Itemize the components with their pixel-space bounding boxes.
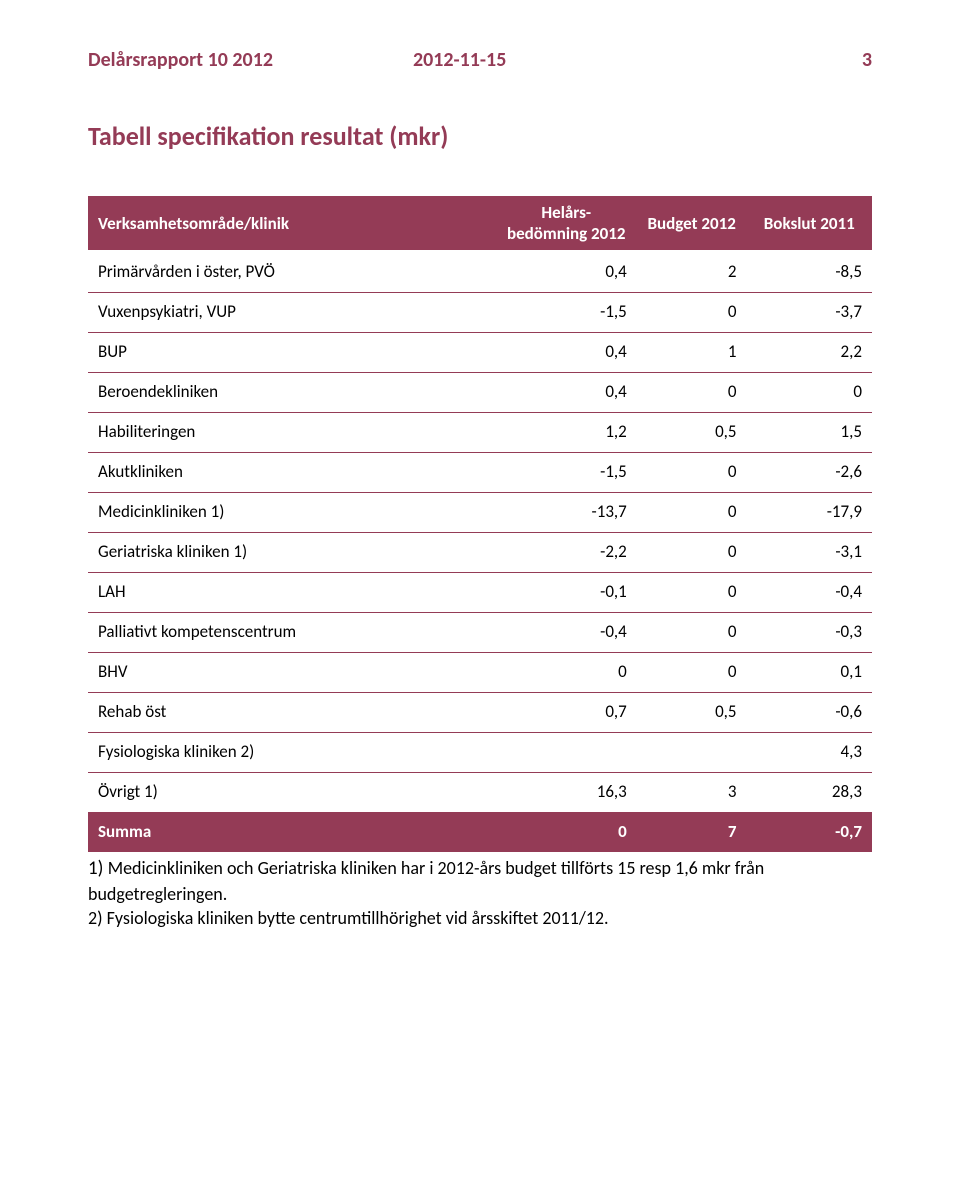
row-val-c: 4,3 [747, 733, 872, 773]
footnote-1-text: Medicinkliniken och Geriatriska kliniken… [88, 857, 764, 905]
footnote-1-lead: 1) [88, 857, 108, 880]
row-val-b: 0 [637, 533, 747, 573]
row-val-b: 0 [637, 573, 747, 613]
col-header-assessment: Helårs-bedömning 2012 [496, 196, 637, 252]
row-val-b: 0,5 [637, 693, 747, 733]
table-body: Primärvården i öster, PVÖ 0,4 2 -8,5 Vux… [88, 252, 872, 853]
row-val-c: 2,2 [747, 333, 872, 373]
row-val-b: 0 [637, 493, 747, 533]
row-val-a: 1,2 [496, 413, 637, 453]
row-val-b: 0 [637, 293, 747, 333]
row-val-b: 3 [637, 773, 747, 813]
row-val-b: 0 [637, 373, 747, 413]
table-row: Vuxenpsykiatri, VUP -1,5 0 -3,7 [88, 293, 872, 333]
row-val-b: 0 [637, 613, 747, 653]
row-val-a: 0,4 [496, 373, 637, 413]
row-val-c: 1,5 [747, 413, 872, 453]
row-val-c: -0,4 [747, 573, 872, 613]
table-row: BHV 0 0 0,1 [88, 653, 872, 693]
total-label: Summa [88, 813, 496, 853]
row-val-c: -3,1 [747, 533, 872, 573]
table-row: Primärvården i öster, PVÖ 0,4 2 -8,5 [88, 252, 872, 293]
table-row: Beroendekliniken 0,4 0 0 [88, 373, 872, 413]
row-val-a: -1,5 [496, 293, 637, 333]
row-val-a: 0,4 [496, 333, 637, 373]
row-val-a: -13,7 [496, 493, 637, 533]
total-a: 0 [496, 813, 637, 853]
table-row: BUP 0,4 1 2,2 [88, 333, 872, 373]
footnotes: 1) Medicinkliniken och Geriatriska klini… [88, 856, 872, 930]
row-val-a [496, 733, 637, 773]
row-label: BHV [88, 653, 496, 693]
result-table: Verksamhetsområde/klinik Helårs-bedömnin… [88, 196, 872, 852]
document-header: Delårsrapport 10 2012 2012-11-15 3 [88, 48, 872, 72]
table-row: Fysiologiska kliniken 2) 4,3 [88, 733, 872, 773]
table-row: Rehab öst 0,7 0,5 -0,6 [88, 693, 872, 733]
row-val-c: -0,6 [747, 693, 872, 733]
row-val-a: -2,2 [496, 533, 637, 573]
col-header-closing: Bokslut 2011 [747, 196, 872, 252]
row-val-a: -1,5 [496, 453, 637, 493]
row-label: Fysiologiska kliniken 2) [88, 733, 496, 773]
doc-date: 2012-11-15 [413, 48, 506, 72]
row-label: Geriatriska kliniken 1) [88, 533, 496, 573]
row-val-c: -2,6 [747, 453, 872, 493]
table-header-row: Verksamhetsområde/klinik Helårs-bedömnin… [88, 196, 872, 252]
row-val-a: 0 [496, 653, 637, 693]
total-b: 7 [637, 813, 747, 853]
page-number: 3 [862, 48, 872, 72]
row-val-b [637, 733, 747, 773]
row-val-b: 0 [637, 653, 747, 693]
table-row: Medicinkliniken 1) -13,7 0 -17,9 [88, 493, 872, 533]
row-val-c: 28,3 [747, 773, 872, 813]
row-label: BUP [88, 333, 496, 373]
table-row: Palliativt kompetenscentrum -0,4 0 -0,3 [88, 613, 872, 653]
row-val-c: -0,3 [747, 613, 872, 653]
doc-title: Delårsrapport 10 2012 [88, 48, 273, 72]
table-row: Övrigt 1) 16,3 3 28,3 [88, 773, 872, 813]
row-label: Medicinkliniken 1) [88, 493, 496, 533]
table-row: LAH -0,1 0 -0,4 [88, 573, 872, 613]
col-header-budget: Budget 2012 [637, 196, 747, 252]
row-label: Habiliteringen [88, 413, 496, 453]
row-val-c: -3,7 [747, 293, 872, 333]
row-val-a: 0,7 [496, 693, 637, 733]
row-label: Beroendekliniken [88, 373, 496, 413]
row-val-b: 0 [637, 453, 747, 493]
row-val-c: -8,5 [747, 252, 872, 293]
row-label: LAH [88, 573, 496, 613]
row-val-a: -0,4 [496, 613, 637, 653]
row-val-c: 0,1 [747, 653, 872, 693]
row-val-a: 0,4 [496, 252, 637, 293]
row-val-a: -0,1 [496, 573, 637, 613]
row-val-c: 0 [747, 373, 872, 413]
row-label: Vuxenpsykiatri, VUP [88, 293, 496, 333]
col-header-entity: Verksamhetsområde/klinik [88, 196, 496, 252]
table-total-row: Summa 0 7 -0,7 [88, 813, 872, 853]
total-c: -0,7 [747, 813, 872, 853]
table-row: Geriatriska kliniken 1) -2,2 0 -3,1 [88, 533, 872, 573]
row-val-c: -17,9 [747, 493, 872, 533]
row-val-b: 1 [637, 333, 747, 373]
row-label: Rehab öst [88, 693, 496, 733]
row-val-b: 0,5 [637, 413, 747, 453]
row-label: Övrigt 1) [88, 773, 496, 813]
row-label: Palliativt kompetenscentrum [88, 613, 496, 653]
table-row: Habiliteringen 1,2 0,5 1,5 [88, 413, 872, 453]
row-val-b: 2 [637, 252, 747, 293]
row-label: Primärvården i öster, PVÖ [88, 252, 496, 293]
footnote-2: 2) Fysiologiska kliniken bytte centrumti… [88, 907, 609, 929]
table-row: Akutkliniken -1,5 0 -2,6 [88, 453, 872, 493]
section-title: Tabell specifikation resultat (mkr) [88, 120, 872, 152]
row-label: Akutkliniken [88, 453, 496, 493]
row-val-a: 16,3 [496, 773, 637, 813]
